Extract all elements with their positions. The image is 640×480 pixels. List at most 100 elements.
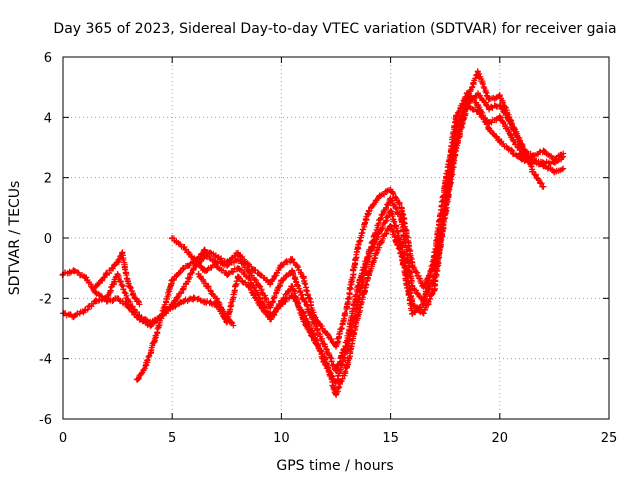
data-point: [485, 105, 492, 112]
data-point: [289, 256, 296, 263]
data-point: [365, 207, 372, 214]
data-point: [81, 274, 88, 281]
data-point: [234, 274, 241, 281]
data-point: [201, 247, 208, 254]
data-point: [376, 192, 383, 199]
data-point: [201, 268, 208, 275]
data-point: [223, 259, 230, 266]
x-tick-label: 5: [168, 431, 176, 446]
data-point: [70, 313, 77, 320]
data-point: [474, 102, 481, 109]
data-point: [180, 244, 187, 251]
data-point: [289, 292, 296, 299]
data-point: [376, 228, 383, 235]
data-point: [311, 331, 318, 338]
data-point: [201, 298, 208, 305]
data-point: [114, 295, 121, 302]
data-point: [151, 337, 158, 344]
data-point: [343, 364, 350, 371]
data-point: [496, 138, 503, 145]
data-point: [409, 262, 416, 269]
data-point: [221, 310, 228, 317]
data-point: [114, 271, 121, 278]
data-point: [204, 283, 211, 290]
data-point: [245, 262, 252, 269]
data-point: [442, 207, 449, 214]
data-point: [507, 132, 514, 139]
data-point: [223, 271, 230, 278]
data-point: [160, 307, 167, 314]
data-point: [560, 150, 567, 157]
data-point: [132, 295, 139, 302]
chart-title: Day 365 of 2023, Sidereal Day-to-day VTE…: [53, 21, 616, 37]
x-tick-label: 15: [382, 431, 399, 446]
data-point: [191, 256, 198, 263]
data-point: [529, 168, 536, 175]
data-point: [464, 102, 471, 109]
data-point: [518, 144, 525, 151]
data-point: [278, 301, 285, 308]
data-point: [180, 286, 187, 293]
data-point: [518, 156, 525, 163]
data-point: [81, 307, 88, 314]
data-point: [267, 313, 274, 320]
data-point: [343, 346, 350, 353]
y-tick-label: 0: [44, 232, 52, 247]
data-point: [136, 301, 143, 308]
data-point: [267, 280, 274, 287]
data-point: [376, 216, 383, 223]
data-point: [245, 268, 252, 275]
y-tick-label: -4: [39, 353, 52, 368]
data-point: [365, 253, 372, 260]
data-point: [354, 244, 361, 251]
y-tick-label: 6: [44, 51, 52, 66]
data-point: [103, 295, 110, 302]
data-point: [147, 319, 154, 326]
y-tick-label: 4: [44, 111, 52, 126]
data-point: [70, 268, 77, 275]
data-point: [92, 289, 99, 296]
data-point: [169, 235, 176, 241]
data-point: [212, 262, 219, 269]
data-point: [322, 361, 329, 368]
data-point: [278, 262, 285, 269]
data-point: [343, 304, 350, 311]
data-point: [420, 283, 427, 290]
x-axis-label: GPS time / hours: [276, 458, 393, 474]
data-point: [387, 207, 394, 214]
data-point: [551, 168, 558, 175]
series-track-e: [92, 249, 143, 308]
data-point: [485, 96, 492, 103]
data-point: [540, 159, 547, 166]
data-point: [234, 250, 241, 257]
data-point: [195, 271, 202, 278]
y-axis-label: SDTVAR / TECUs: [7, 181, 23, 296]
y-tick-label: 2: [44, 172, 52, 187]
data-point: [496, 93, 503, 100]
data-point: [256, 283, 263, 290]
y-tick-label: -6: [39, 413, 52, 428]
data-point: [125, 298, 132, 305]
data-point: [387, 222, 394, 229]
data-point: [267, 304, 274, 311]
data-point: [551, 156, 558, 163]
data-point: [322, 343, 329, 350]
data-point: [409, 301, 416, 308]
data-point: [114, 259, 121, 266]
data-point: [191, 295, 198, 302]
series-track-d: [168, 90, 567, 387]
data-point: [230, 322, 237, 329]
data-point: [540, 183, 547, 190]
data-point: [212, 253, 219, 260]
data-point: [180, 265, 187, 272]
y-tick-label: -2: [39, 292, 52, 307]
axis-ticks: 0 5 10 15 20 25 -6 -4 -2 0 2 4 6: [39, 51, 617, 446]
data-point: [311, 313, 318, 320]
data-point: [453, 138, 460, 145]
data-point: [125, 280, 132, 287]
data-point: [136, 313, 143, 320]
data-point: [333, 391, 339, 398]
data-point: [507, 120, 514, 127]
data-point: [118, 250, 125, 257]
data-point: [409, 283, 416, 290]
